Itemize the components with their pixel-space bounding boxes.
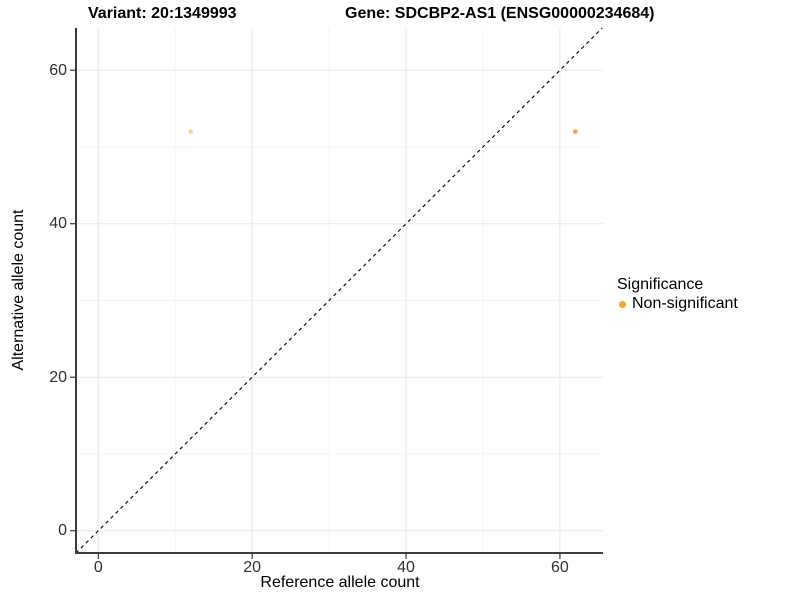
x-axis-title: Reference allele count [260,574,420,591]
legend-item: Non-significant [617,295,738,313]
x-tick-label: 40 [397,559,415,576]
y-tick-label: 20 [49,368,67,386]
x-tick-label: 0 [93,559,103,576]
y-tick-label: 40 [49,215,67,233]
x-tick-label: 20 [243,559,262,576]
gene-title: Gene: SDCBP2-AS1 (ENSG00000234684) [345,5,655,22]
y-tick-label: 60 [49,61,67,79]
x-tick-label: 60 [551,559,569,576]
y-axis-title: Alternative allele count [10,209,27,371]
legend-title: Significance [617,276,704,293]
data-point [573,129,578,134]
legend-items: Non-significant [617,295,738,313]
y-tick-label: 0 [58,522,67,540]
legend: Significance Non-significant [617,276,738,313]
legend-point-icon [619,300,626,308]
variant-title: Variant: 20:1349993 [88,5,237,22]
identity-dashed-line [75,27,603,554]
data-point [188,129,193,134]
legend-item-label: Non-significant [632,295,738,312]
